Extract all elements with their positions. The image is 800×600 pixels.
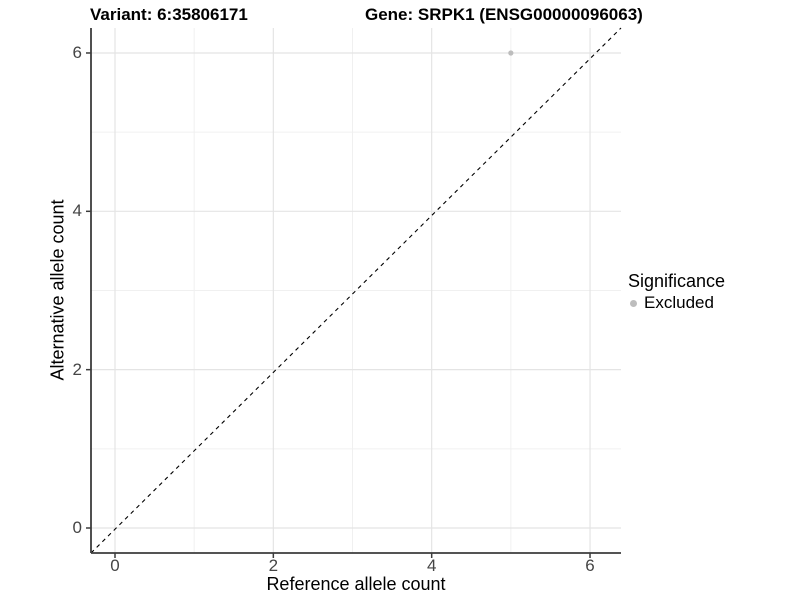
x-tick-label: 2: [268, 556, 279, 575]
legend: Significance Excluded: [628, 271, 725, 313]
grid-major-lines: [91, 28, 621, 553]
variant-title: Variant: 6:35806171: [90, 5, 248, 24]
scatter-points: [508, 50, 514, 56]
y-axis-title: Alternative allele count: [47, 199, 68, 381]
grid-minor-lines: [91, 28, 621, 553]
x-tick-label: 4: [426, 556, 437, 575]
gene-title: Gene: SRPK1 (ENSG00000096063): [365, 5, 643, 24]
y-tick-label: 6: [72, 42, 82, 62]
axis-lines: [90, 28, 621, 554]
x-tick-label: 6: [585, 556, 595, 575]
legend-entry-excluded: Excluded: [628, 293, 725, 313]
x-tick-label: 0: [110, 556, 120, 575]
legend-point-icon: [630, 299, 637, 307]
y-tick-label: 2: [72, 359, 82, 379]
y-tick-label: 4: [72, 201, 82, 221]
x-axis-title: Reference allele count: [266, 574, 446, 594]
legend-entry-label: Excluded: [644, 293, 714, 312]
axis-tick-marks: [86, 52, 591, 558]
y-tick-label: 0: [72, 518, 82, 537]
legend-title: Significance: [628, 271, 726, 291]
